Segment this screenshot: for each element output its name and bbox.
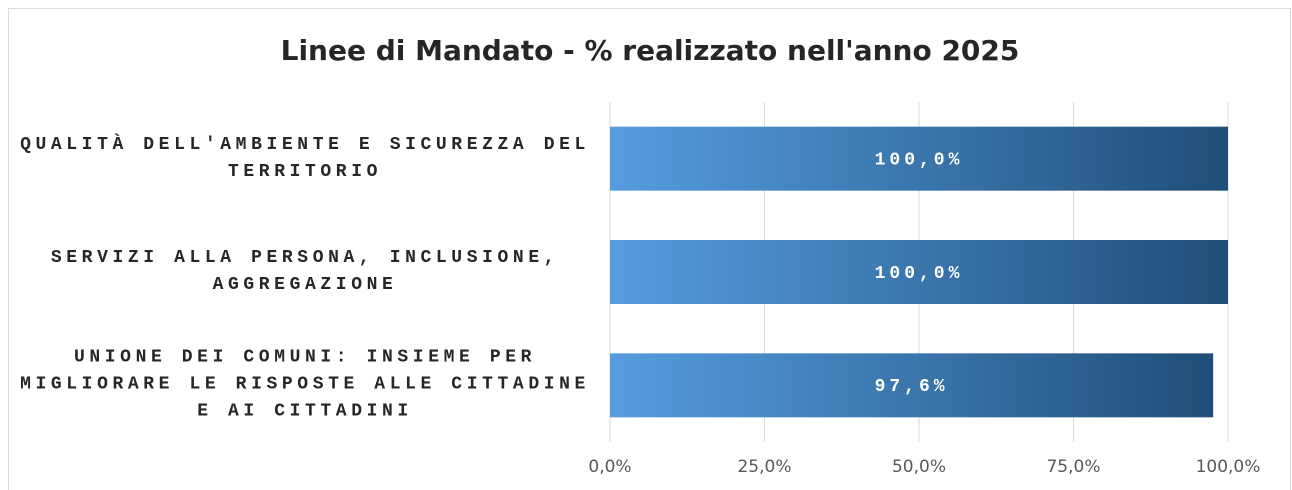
- x-tick-label: 75,0%: [1046, 457, 1100, 477]
- chart-title: Linee di Mandato - % realizzato nell'ann…: [281, 34, 1020, 67]
- chart-border: [8, 8, 1291, 490]
- bar: [610, 126, 1228, 191]
- x-tick-label: 100,0%: [1196, 457, 1261, 477]
- data-label: 100,0%: [875, 150, 964, 170]
- y-tick-label: SERVIZI ALLA PERSONA, INCLUSIONE, AGGREG…: [50, 248, 560, 295]
- bar: [610, 353, 1214, 418]
- y-tick-label: QUALITÀ DELL'AMBIENTE E SICUREZZA DEL TE…: [20, 134, 590, 182]
- bar: [610, 240, 1228, 304]
- y-tick-label: UNIONE DEI COMUNI: INSIEME PER MIGLIORAR…: [20, 347, 590, 422]
- data-label: 97,6%: [875, 377, 949, 397]
- x-tick-label: 50,0%: [892, 457, 946, 477]
- x-tick-label: 0,0%: [588, 457, 631, 477]
- data-label: 100,0%: [875, 264, 964, 284]
- x-tick-label: 25,0%: [737, 457, 791, 477]
